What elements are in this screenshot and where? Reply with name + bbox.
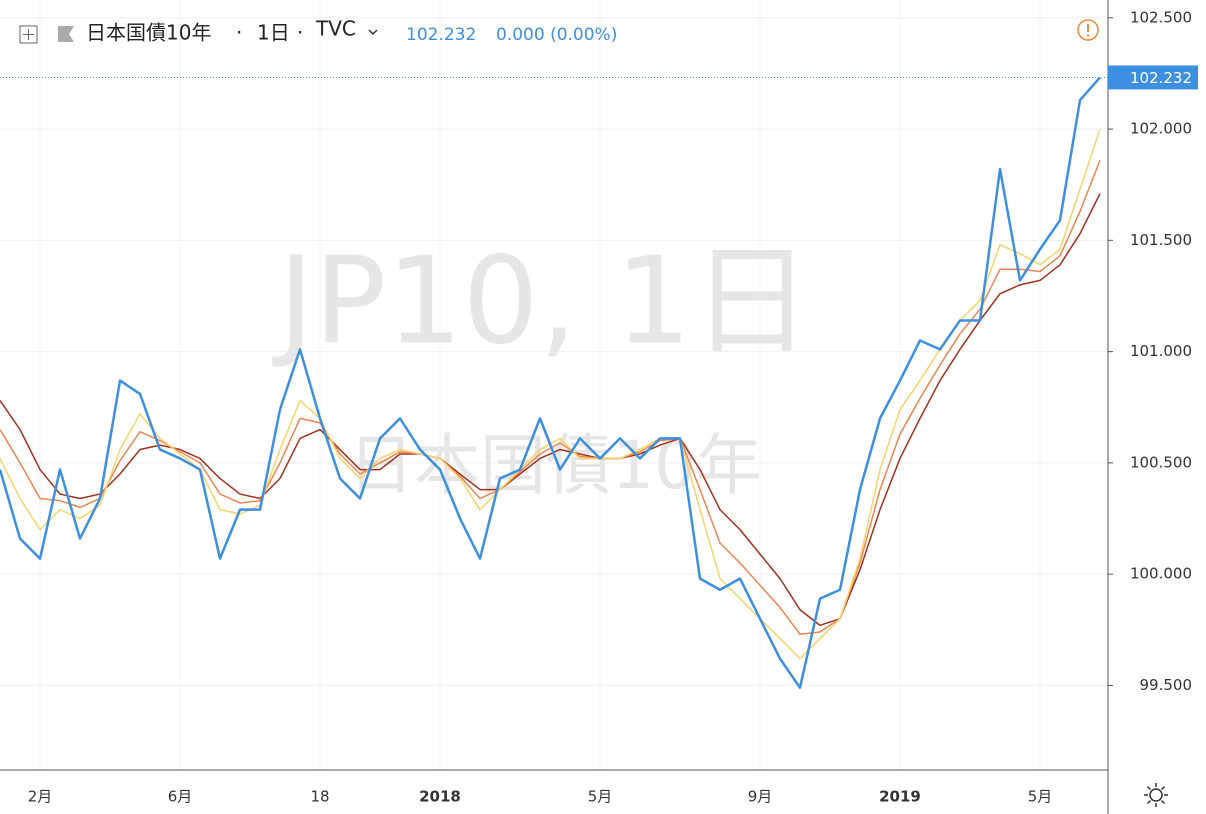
x-tick-label: 2018 [419, 788, 461, 806]
plot [0, 76, 1101, 689]
x-tick-label: 6月 [168, 788, 193, 806]
gear-teeth [1144, 783, 1168, 807]
header: 日本国債10年 · 1日 · TVC 102.232 0.000 (0.00%) [19, 17, 1099, 45]
ma-line [0, 193, 1101, 627]
gear [1149, 788, 1163, 802]
separator: · [236, 21, 242, 45]
watermark: JP10, 1日 [271, 233, 811, 372]
last-price-tag-label: 102.232 [1130, 69, 1192, 87]
y-tick-label: 102.000 [1130, 120, 1192, 138]
separator: · [297, 21, 303, 45]
add-icon-plus [23, 29, 34, 40]
x-tick-label: 5月 [1028, 788, 1053, 806]
flag-icon[interactable] [58, 26, 74, 42]
ma-line [0, 128, 1101, 660]
y-tick-label: 101.500 [1130, 231, 1192, 249]
settings-icon[interactable] [1144, 783, 1168, 807]
ma-line [0, 159, 1101, 635]
grid [0, 0, 1108, 770]
last-price-tag [1108, 65, 1198, 90]
y-tick-label: 102.500 [1130, 8, 1192, 26]
symbol[interactable]: 日本国債10年 [86, 21, 211, 45]
y-tick-label: 99.500 [1140, 676, 1193, 694]
y-tick-label: 101.000 [1130, 342, 1192, 360]
x-tick-label: 2月 [28, 788, 53, 806]
y-tick-label: 100.000 [1130, 565, 1192, 583]
watermark-subtitle: 日本国債10年 [348, 427, 762, 504]
last-price: 102.232 [406, 25, 476, 45]
x-tick-label: 9月 [748, 788, 773, 806]
source[interactable]: TVC [315, 17, 356, 41]
x-tick-label: 2019 [879, 788, 921, 806]
add-icon[interactable] [19, 25, 38, 44]
x-tick-label: 5月 [588, 788, 613, 806]
y-tick-label: 100.500 [1130, 453, 1192, 471]
warning-icon[interactable] [1077, 19, 1099, 41]
dropdown-icon[interactable] [368, 29, 378, 36]
interval[interactable]: 1日 [257, 21, 290, 45]
x-tick-label: 18 [310, 788, 329, 806]
change: 0.000 (0.00%) [496, 25, 617, 45]
price-line [0, 76, 1101, 689]
